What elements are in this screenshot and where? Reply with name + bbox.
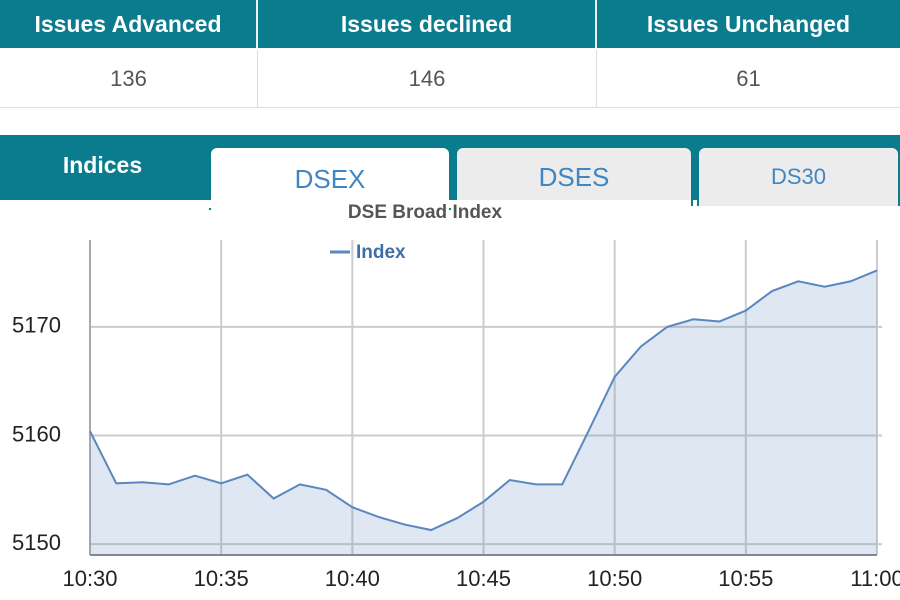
x-tick-label: 10:35 [194, 566, 249, 591]
x-tick-label: 10:40 [325, 566, 380, 591]
tab[interactable]: DSEX [209, 146, 451, 210]
table-header: Issues Advanced [0, 0, 258, 48]
tab-joint [209, 200, 691, 208]
x-tick-label: 10:45 [456, 566, 511, 591]
table-cell: 146 [258, 50, 597, 108]
x-tick-label: 10:30 [62, 566, 117, 591]
tab[interactable]: DSES [455, 146, 693, 206]
line [89, 269, 878, 532]
table-cell: 136 [0, 50, 258, 108]
table-cell: 61 [597, 50, 900, 108]
chart: DSE Broad Index 5150 5160 5170 10:30 10:35 10… [12, 200, 900, 591]
tab[interactable]: DS30 [697, 146, 900, 206]
y-tick-label: 5150 [12, 530, 61, 555]
y-tick-label: 5170 [12, 313, 61, 338]
table-header: Issues Unchanged [597, 0, 900, 48]
tab-group-label: Indices [62, 151, 143, 178]
x-tick-label: 10:50 [587, 566, 642, 591]
table-header: Issues declined [258, 0, 597, 48]
chart-title: DSE Broad Index [348, 202, 503, 223]
area [90, 270, 877, 555]
legend-label: Index [356, 242, 406, 263]
x-tick-label: 10:55 [718, 566, 773, 591]
x-tick-label: 11:00 [850, 566, 900, 591]
y-tick-label: 5160 [12, 421, 61, 446]
